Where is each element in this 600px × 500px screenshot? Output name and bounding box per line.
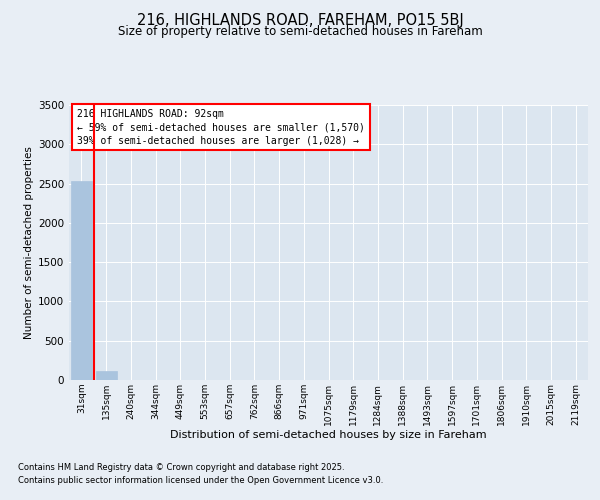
X-axis label: Distribution of semi-detached houses by size in Fareham: Distribution of semi-detached houses by … xyxy=(170,430,487,440)
Text: Size of property relative to semi-detached houses in Fareham: Size of property relative to semi-detach… xyxy=(118,25,482,38)
Text: Contains HM Land Registry data © Crown copyright and database right 2025.: Contains HM Land Registry data © Crown c… xyxy=(18,464,344,472)
Bar xyxy=(95,370,116,380)
Y-axis label: Number of semi-detached properties: Number of semi-detached properties xyxy=(24,146,34,339)
Text: 216, HIGHLANDS ROAD, FAREHAM, PO15 5BJ: 216, HIGHLANDS ROAD, FAREHAM, PO15 5BJ xyxy=(137,12,463,28)
Text: Contains public sector information licensed under the Open Government Licence v3: Contains public sector information licen… xyxy=(18,476,383,485)
Bar xyxy=(71,181,92,380)
Text: 216 HIGHLANDS ROAD: 92sqm
← 59% of semi-detached houses are smaller (1,570)
39% : 216 HIGHLANDS ROAD: 92sqm ← 59% of semi-… xyxy=(77,109,365,146)
